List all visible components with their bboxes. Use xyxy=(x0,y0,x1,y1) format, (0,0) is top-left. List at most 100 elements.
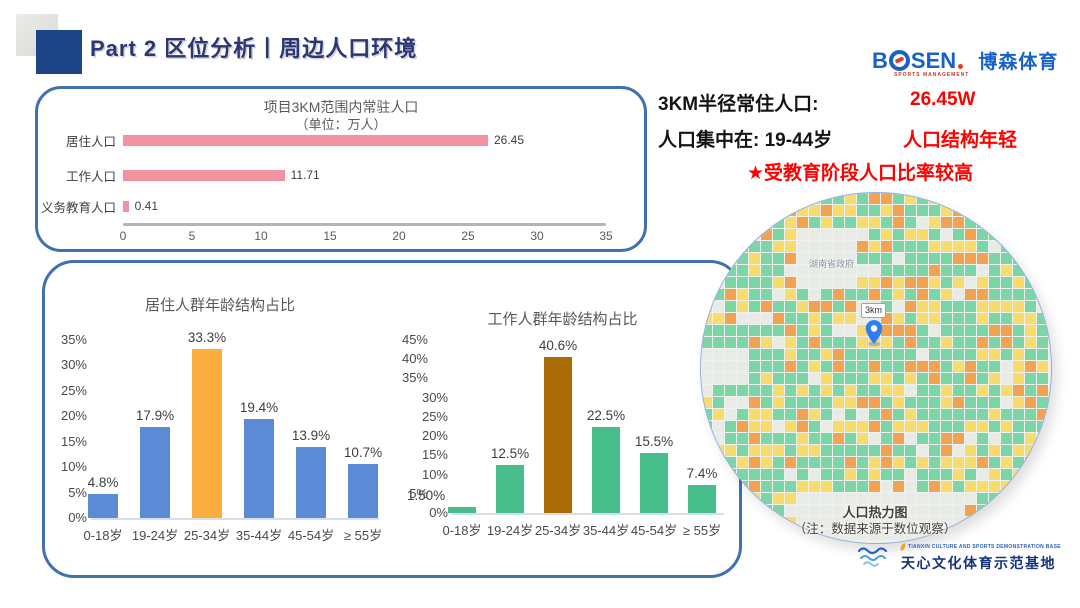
heat-cell xyxy=(785,217,796,228)
heat-cell xyxy=(905,361,916,372)
heat-cell xyxy=(749,229,760,240)
heat-cell xyxy=(797,337,808,348)
heat-cell xyxy=(749,469,760,480)
heat-cell xyxy=(929,409,940,420)
heat-cell xyxy=(965,373,976,384)
heat-cell xyxy=(1001,289,1012,300)
heat-cell xyxy=(701,433,712,444)
heat-cell xyxy=(809,373,820,384)
heat-cell xyxy=(953,217,964,228)
heat-cell xyxy=(953,337,964,348)
heat-cell xyxy=(953,349,964,360)
heat-cell xyxy=(917,277,928,288)
x-category-label: 35-44岁 xyxy=(235,528,283,543)
heat-cell xyxy=(917,445,928,456)
heat-cell xyxy=(833,517,844,528)
heat-cell xyxy=(821,505,832,516)
heat-cell xyxy=(1037,349,1048,360)
heat-cell xyxy=(869,289,880,300)
heat-cell xyxy=(821,433,832,444)
heat-cell xyxy=(833,277,844,288)
radius-label: 3km xyxy=(861,303,887,318)
heat-cell xyxy=(989,241,1000,252)
heat-cell xyxy=(953,505,964,516)
heat-cell xyxy=(977,421,988,432)
heat-cell xyxy=(905,217,916,228)
heat-cell xyxy=(797,205,808,216)
heat-cell xyxy=(905,289,916,300)
heat-cell xyxy=(797,517,808,528)
heat-cell xyxy=(761,325,772,336)
heat-cell xyxy=(953,301,964,312)
heat-cell xyxy=(905,517,916,528)
heat-cell xyxy=(773,217,784,228)
heat-cell xyxy=(1013,457,1024,468)
heat-cell xyxy=(1001,433,1012,444)
heat-cell xyxy=(713,373,724,384)
heat-cell xyxy=(1037,253,1048,264)
heat-cell xyxy=(1037,457,1048,468)
heat-cell xyxy=(1025,337,1036,348)
x-tick-label: 10 xyxy=(254,229,268,243)
heat-cell xyxy=(905,301,916,312)
heat-cell xyxy=(977,469,988,480)
heat-cell xyxy=(833,505,844,516)
heat-cell xyxy=(929,205,940,216)
heat-cell xyxy=(797,457,808,468)
heat-cell xyxy=(833,253,844,264)
heat-cell xyxy=(953,421,964,432)
heat-cell xyxy=(773,433,784,444)
heat-cell xyxy=(893,337,904,348)
heat-cell xyxy=(821,481,832,492)
heat-cell xyxy=(1037,505,1048,516)
heat-cell xyxy=(977,397,988,408)
heat-cell xyxy=(1037,337,1048,348)
heat-cell xyxy=(869,373,880,384)
heat-cell xyxy=(749,517,760,528)
heat-cell xyxy=(929,361,940,372)
heat-cell xyxy=(1013,337,1024,348)
hbar-row: 义务教育人口 0.41 xyxy=(38,199,644,215)
heat-cell xyxy=(965,253,976,264)
heat-cell xyxy=(929,241,940,252)
heat-cell xyxy=(989,517,1000,528)
heat-cell xyxy=(941,193,952,204)
heat-cell xyxy=(929,505,940,516)
heat-cell xyxy=(929,373,940,384)
heat-cell xyxy=(881,217,892,228)
heat-cell xyxy=(785,289,796,300)
y-tick-label: 45% xyxy=(401,332,428,348)
heat-cell xyxy=(773,325,784,336)
heat-cell xyxy=(761,193,772,204)
heat-cell xyxy=(869,277,880,288)
bar-value-label: 17.9% xyxy=(135,407,175,423)
heat-cell xyxy=(797,421,808,432)
heat-cell xyxy=(737,277,748,288)
heat-cell xyxy=(941,301,952,312)
heat-cell xyxy=(809,325,820,336)
heat-cell xyxy=(749,433,760,444)
heat-cell xyxy=(965,409,976,420)
heat-cell xyxy=(1037,361,1048,372)
heat-cell xyxy=(1013,289,1024,300)
bar xyxy=(348,463,378,518)
heat-cell xyxy=(893,373,904,384)
heat-cell xyxy=(737,421,748,432)
bar xyxy=(140,426,170,518)
heat-cell xyxy=(725,481,736,492)
heat-cell xyxy=(713,529,724,540)
heat-cell xyxy=(809,277,820,288)
heat-cell xyxy=(893,517,904,528)
heatmap-note: （注：数据来源于数位观察） xyxy=(793,522,957,536)
heat-cell xyxy=(725,289,736,300)
heat-cell xyxy=(1037,469,1048,480)
heat-cell xyxy=(905,469,916,480)
heat-cell xyxy=(965,325,976,336)
heat-cell xyxy=(869,361,880,372)
heat-cell xyxy=(977,361,988,372)
heat-cell xyxy=(893,469,904,480)
heat-cell xyxy=(1001,445,1012,456)
heat-cell xyxy=(1001,265,1012,276)
heat-cell xyxy=(869,397,880,408)
